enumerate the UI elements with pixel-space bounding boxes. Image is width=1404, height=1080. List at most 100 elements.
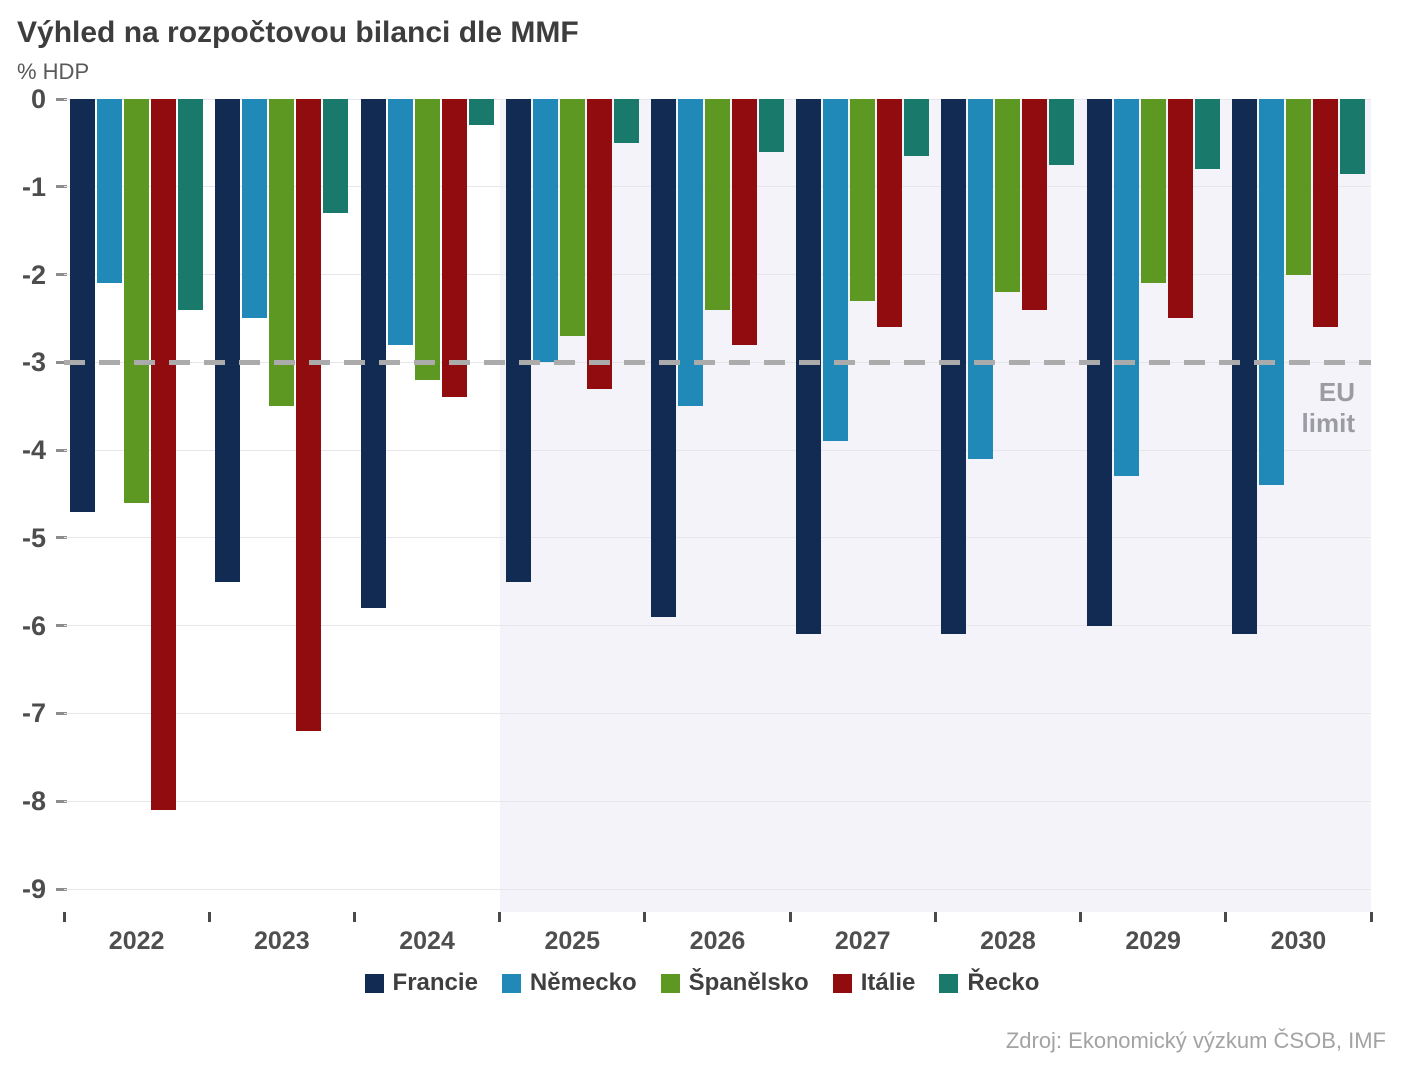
bar-Řecko-2030 — [1339, 99, 1365, 174]
x-axis-label-2022: 2022 — [108, 927, 165, 955]
bar-Francie-2030 — [1231, 99, 1257, 634]
bar-Francie-2026 — [650, 99, 676, 617]
gridline--5 — [64, 537, 1371, 539]
bar-group-2025 — [500, 99, 645, 889]
legend-label-Španělsko: Španělsko — [688, 969, 809, 996]
bar-Řecko-2026 — [758, 99, 784, 152]
y-axis-label--9: -9 — [21, 874, 46, 904]
legend-swatch-Řecko — [939, 973, 959, 993]
bar-Španělsko-2030 — [1285, 99, 1311, 275]
gridline--4 — [64, 449, 1371, 451]
x-axis-tick-7 — [1079, 912, 1083, 922]
bar-Španělsko-2029 — [1140, 99, 1166, 283]
bar-Řecko-2029 — [1194, 99, 1220, 169]
bar-Itálie-2028 — [1022, 99, 1048, 310]
chart-title: Výhled na rozpočtovou bilanci dle MMF — [17, 16, 579, 49]
bar-Řecko-2027 — [904, 99, 930, 156]
bar-Francie-2027 — [796, 99, 822, 634]
bar-Německo-2022 — [97, 99, 123, 283]
eu-limit-line — [64, 360, 1371, 365]
legend-swatch-Itálie — [832, 973, 852, 993]
bar-group-2023 — [209, 99, 354, 889]
x-axis-label-2024: 2024 — [399, 927, 455, 955]
bar-Španělsko-2027 — [850, 99, 876, 301]
x-axis-tick-8 — [1224, 912, 1228, 922]
legend-label-Francie: Francie — [392, 969, 478, 996]
bar-group-2030 — [1226, 99, 1371, 889]
y-axis-label-0: 0 — [30, 84, 46, 114]
eu-limit-label: EU limit — [1302, 377, 1355, 439]
bar-Řecko-2023 — [323, 99, 349, 213]
x-axis-tick-4 — [643, 912, 647, 922]
legend-item-Španělsko: Španělsko — [660, 969, 809, 997]
x-axis-tick-0 — [62, 912, 66, 922]
gridline--8 — [64, 800, 1371, 802]
legend-item-Německo: Německo — [501, 969, 637, 997]
y-axis-tick--6 — [56, 624, 67, 628]
bar-Itálie-2022 — [151, 99, 177, 810]
y-axis-label--2: -2 — [21, 259, 46, 290]
bar-Německo-2023 — [242, 99, 268, 318]
bar-group-2024 — [354, 99, 499, 889]
bar-Itálie-2025 — [586, 99, 612, 389]
legend-label-Itálie: Itálie — [860, 969, 916, 996]
bar-Německo-2026 — [677, 99, 703, 406]
legend-swatch-Francie — [364, 973, 384, 993]
bar-Španělsko-2025 — [559, 99, 585, 336]
bar-group-2028 — [935, 99, 1080, 889]
eu-limit-label-line1: EU — [1318, 377, 1355, 407]
bar-Německo-2029 — [1113, 99, 1139, 476]
bar-Španělsko-2023 — [269, 99, 295, 406]
x-axis-label-2023: 2023 — [254, 927, 310, 955]
bar-Francie-2025 — [505, 99, 531, 582]
legend-item-Itálie: Itálie — [832, 969, 916, 997]
bar-Španělsko-2028 — [995, 99, 1021, 292]
legend-item-Řecko: Řecko — [939, 969, 1039, 997]
bar-group-2026 — [645, 99, 790, 889]
bar-Francie-2023 — [215, 99, 241, 582]
bar-Řecko-2024 — [468, 99, 494, 125]
legend-swatch-Německo — [501, 973, 521, 993]
y-axis-tick-0 — [56, 97, 67, 101]
bar-group-2029 — [1081, 99, 1226, 889]
bar-Španělsko-2026 — [704, 99, 730, 310]
x-axis-tick-5 — [788, 912, 792, 922]
y-axis-tick--4 — [56, 448, 67, 452]
y-axis-label--4: -4 — [21, 435, 46, 466]
bar-Řecko-2025 — [613, 99, 639, 143]
plot-area: EU limit — [62, 98, 1373, 922]
bar-Itálie-2026 — [731, 99, 757, 345]
legend-swatch-Španělsko — [660, 973, 680, 993]
x-axis-label-2030: 2030 — [1270, 927, 1327, 955]
y-axis-tick--7 — [56, 711, 67, 715]
bar-Francie-2022 — [70, 99, 96, 512]
x-axis-label-2025: 2025 — [544, 927, 601, 955]
bar-Řecko-2028 — [1049, 99, 1075, 165]
bar-group-2022 — [64, 99, 209, 889]
x-axis-tick-6 — [933, 912, 937, 922]
y-axis-label--7: -7 — [21, 698, 46, 729]
bar-Německo-2030 — [1258, 99, 1284, 485]
bar-Itálie-2030 — [1312, 99, 1338, 327]
x-axis-label-2026: 2026 — [689, 927, 746, 955]
bar-Německo-2027 — [823, 99, 849, 441]
bar-Řecko-2022 — [178, 99, 204, 310]
bar-Francie-2028 — [941, 99, 967, 634]
bar-Itálie-2029 — [1167, 99, 1193, 318]
x-axis-tick-3 — [498, 912, 502, 922]
x-axis-tick-2 — [352, 912, 356, 922]
y-axis-tick--5 — [56, 536, 67, 540]
bar-Francie-2024 — [360, 99, 386, 608]
bar-Německo-2025 — [532, 99, 558, 362]
y-axis-label--8: -8 — [21, 786, 46, 817]
legend-item-Francie: Francie — [364, 969, 478, 997]
gridline--7 — [64, 712, 1371, 714]
bar-Itálie-2027 — [877, 99, 903, 327]
gridline--6 — [64, 625, 1371, 627]
x-axis-tick-9 — [1369, 912, 1373, 922]
x-axis-label-2029: 2029 — [1125, 927, 1181, 955]
y-axis-label--6: -6 — [21, 610, 46, 641]
y-axis-unit-label: % HDP — [17, 59, 90, 84]
forecast-shading — [500, 99, 1371, 912]
